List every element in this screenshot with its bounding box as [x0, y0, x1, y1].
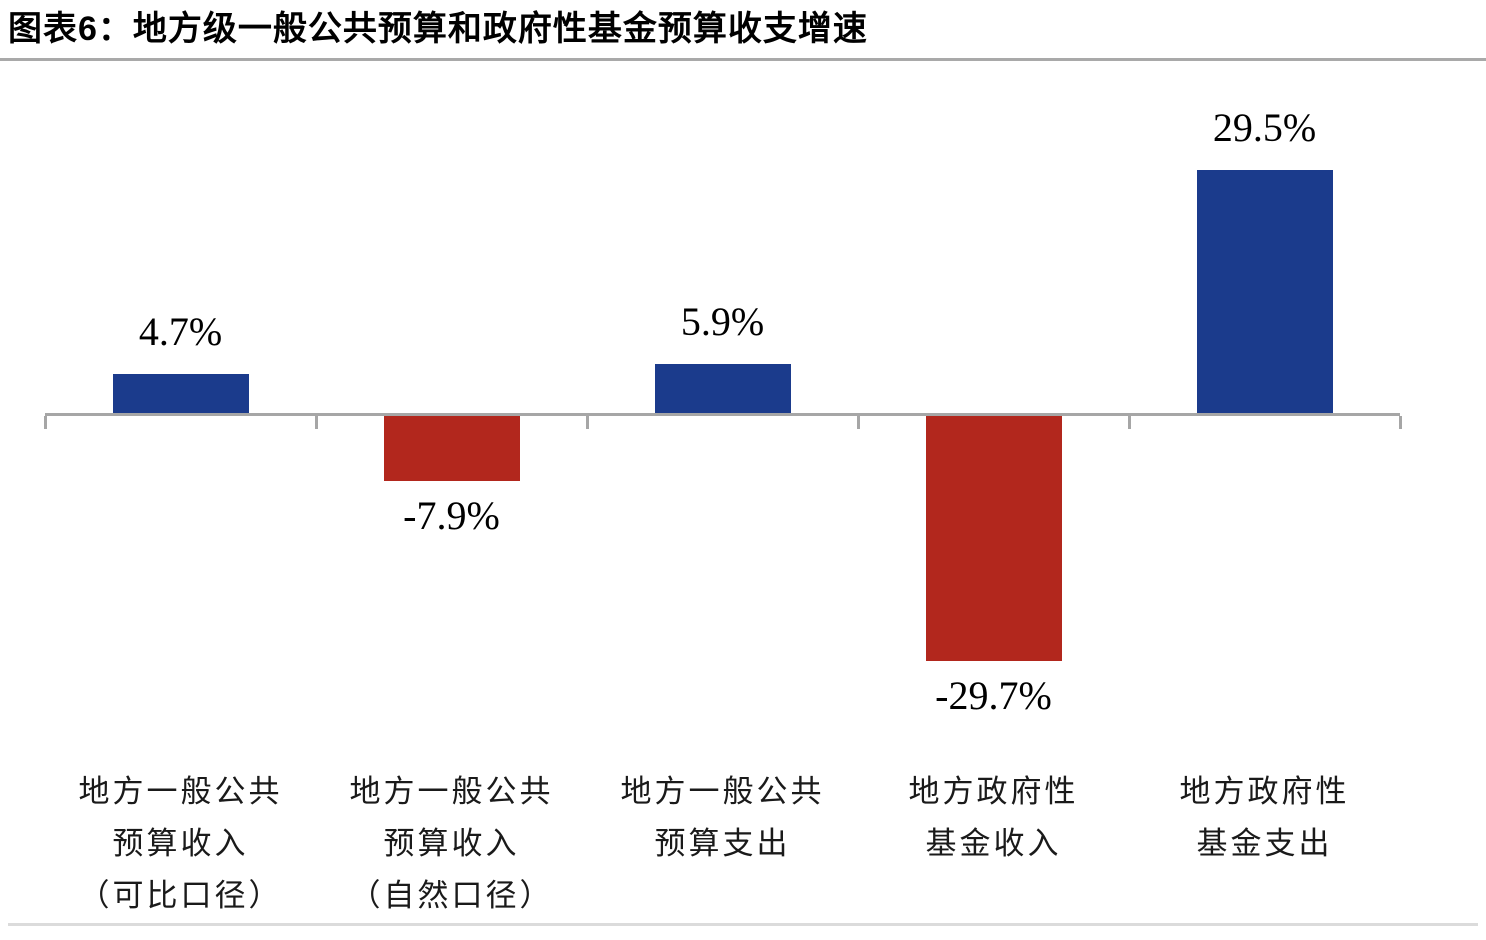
- bar-2: [384, 416, 520, 481]
- category-label-line: 预算收入: [383, 826, 520, 861]
- x-axis-line: [45, 413, 1400, 416]
- category-label-line: 预算支出: [654, 826, 791, 861]
- x-axis-tick: [315, 416, 318, 429]
- x-axis-tick: [44, 416, 47, 429]
- category-label-line: （自然口径）: [349, 878, 554, 913]
- x-axis-tick: [586, 416, 589, 429]
- category-label-4: 地方政府性 基金收入: [838, 766, 1149, 870]
- category-label-1: 地方一般公共 预算收入 （可比口径）: [25, 766, 336, 922]
- bar-1: [113, 374, 249, 413]
- value-label-1: 4.7%: [138, 309, 223, 354]
- category-label-line: 地方政府性: [908, 774, 1079, 809]
- category-label-5: 地方政府性 基金支出: [1109, 766, 1420, 870]
- figure-header: 图表6：地方级一般公共预算和政府性基金预算收支增速: [0, 0, 1486, 61]
- value-label-2: -7.9%: [403, 493, 500, 538]
- category-label-line: 预算收入: [112, 826, 249, 861]
- value-label-4: -29.7%: [935, 673, 1052, 718]
- x-axis-tick: [857, 416, 860, 429]
- category-label-line: （可比口径）: [78, 878, 283, 913]
- value-label-3: 5.9%: [680, 299, 765, 344]
- category-label-line: 基金收入: [925, 826, 1062, 861]
- x-axis-tick: [1399, 416, 1402, 429]
- category-label-line: 基金支出: [1196, 826, 1333, 861]
- figure-title: 图表6：地方级一般公共预算和政府性基金预算收支增速: [8, 10, 868, 48]
- bar-5: [1197, 170, 1333, 413]
- category-label-line: 地方一般公共: [349, 774, 554, 809]
- bottom-divider: [8, 923, 1478, 926]
- bar-3: [655, 364, 791, 413]
- value-label-5: 29.5%: [1212, 105, 1317, 150]
- category-label-2: 地方一般公共 预算收入 （自然口径）: [296, 766, 607, 922]
- bar-4: [926, 416, 1062, 661]
- category-label-line: 地方政府性: [1179, 774, 1350, 809]
- category-label-line: 地方一般公共: [620, 774, 825, 809]
- category-label-line: 地方一般公共: [78, 774, 283, 809]
- category-label-3: 地方一般公共 预算支出: [567, 766, 878, 870]
- x-axis-tick: [1128, 416, 1131, 429]
